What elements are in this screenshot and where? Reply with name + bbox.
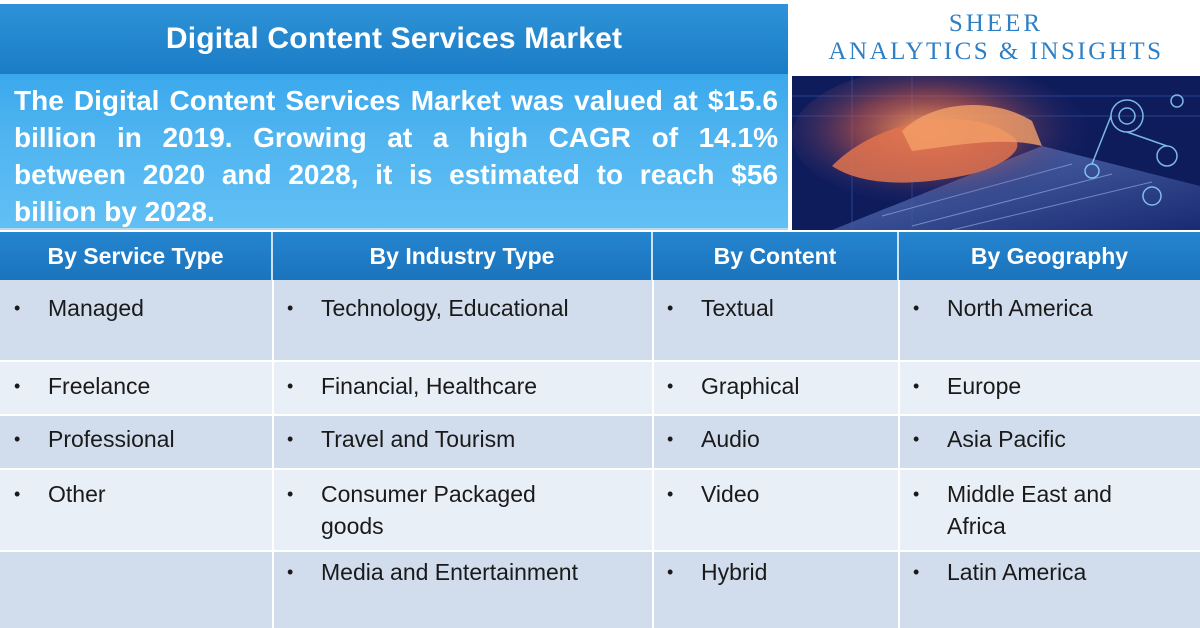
- brand-logo: SHEER ANALYTICS & INSIGHTS: [792, 8, 1200, 78]
- bullet-icon: •: [14, 298, 21, 318]
- list-item: • Audio: [653, 423, 898, 455]
- row-divider: [0, 550, 1200, 552]
- table-row-bg: [0, 416, 1200, 468]
- bullet-icon: •: [913, 484, 920, 504]
- list-item: • Professional: [0, 423, 272, 455]
- bullet-icon: •: [287, 298, 294, 318]
- bullet-icon: •: [913, 298, 920, 318]
- row-divider: [0, 360, 1200, 362]
- list-item: • Hybrid: [653, 556, 898, 588]
- page-title: Digital Content Services Market: [0, 4, 788, 74]
- market-summary: The Digital Content Services Market was …: [0, 74, 788, 230]
- brand-name-line1: SHEER: [948, 10, 1044, 37]
- list-item: • Video: [653, 478, 898, 510]
- bullet-icon: •: [667, 429, 674, 449]
- column-divider: [272, 280, 274, 628]
- list-item: • Consumer Packaged goods: [273, 478, 573, 542]
- bullet-icon: •: [287, 429, 294, 449]
- list-item: • Asia Pacific: [899, 423, 1200, 455]
- column-header-service-type: By Service Type: [0, 232, 273, 280]
- table-row-bg: [0, 470, 1200, 550]
- bullet-icon: •: [667, 484, 674, 504]
- column-divider: [898, 280, 900, 628]
- bullet-icon: •: [14, 484, 21, 504]
- list-item: • Latin America: [899, 556, 1200, 588]
- column-header-geography: By Geography: [899, 232, 1200, 280]
- list-item: • Media and Entertainment: [273, 556, 652, 588]
- bullet-icon: •: [14, 429, 21, 449]
- bullet-icon: •: [287, 484, 294, 504]
- column-divider: [652, 280, 654, 628]
- list-item: • Travel and Tourism: [273, 423, 652, 455]
- bullet-icon: •: [287, 562, 294, 582]
- column-header-industry-type: By Industry Type: [273, 232, 653, 280]
- hands-keyboard-illustration: [792, 76, 1200, 230]
- bullet-icon: •: [667, 562, 674, 582]
- list-item: • Textual: [653, 292, 898, 324]
- bullet-icon: •: [287, 376, 294, 396]
- bullet-icon: •: [913, 376, 920, 396]
- bullet-icon: •: [913, 429, 920, 449]
- hero-image: [792, 76, 1200, 230]
- table-row-bg: [0, 280, 1200, 360]
- row-divider: [0, 468, 1200, 470]
- row-divider: [0, 414, 1200, 416]
- list-item: • Financial, Healthcare: [273, 370, 652, 402]
- brand-name-line2: ANALYTICS & INSIGHTS: [828, 38, 1164, 65]
- column-header-content: By Content: [653, 232, 899, 280]
- segmentation-table: By Service Type By Industry Type By Cont…: [0, 232, 1200, 628]
- list-item: • Managed: [0, 292, 272, 324]
- list-item: • Europe: [899, 370, 1200, 402]
- bullet-icon: •: [913, 562, 920, 582]
- list-item: • Technology, Educational: [273, 292, 652, 324]
- table-row-bg: [0, 362, 1200, 414]
- list-item: • Freelance: [0, 370, 272, 402]
- table-row-bg: [0, 552, 1200, 628]
- bullet-icon: •: [667, 298, 674, 318]
- list-item: • Middle East and Africa: [899, 478, 1159, 542]
- list-item: • Graphical: [653, 370, 898, 402]
- list-item: • Other: [0, 478, 272, 510]
- bullet-icon: •: [14, 376, 21, 396]
- list-item: • North America: [899, 292, 1200, 324]
- bullet-icon: •: [667, 376, 674, 396]
